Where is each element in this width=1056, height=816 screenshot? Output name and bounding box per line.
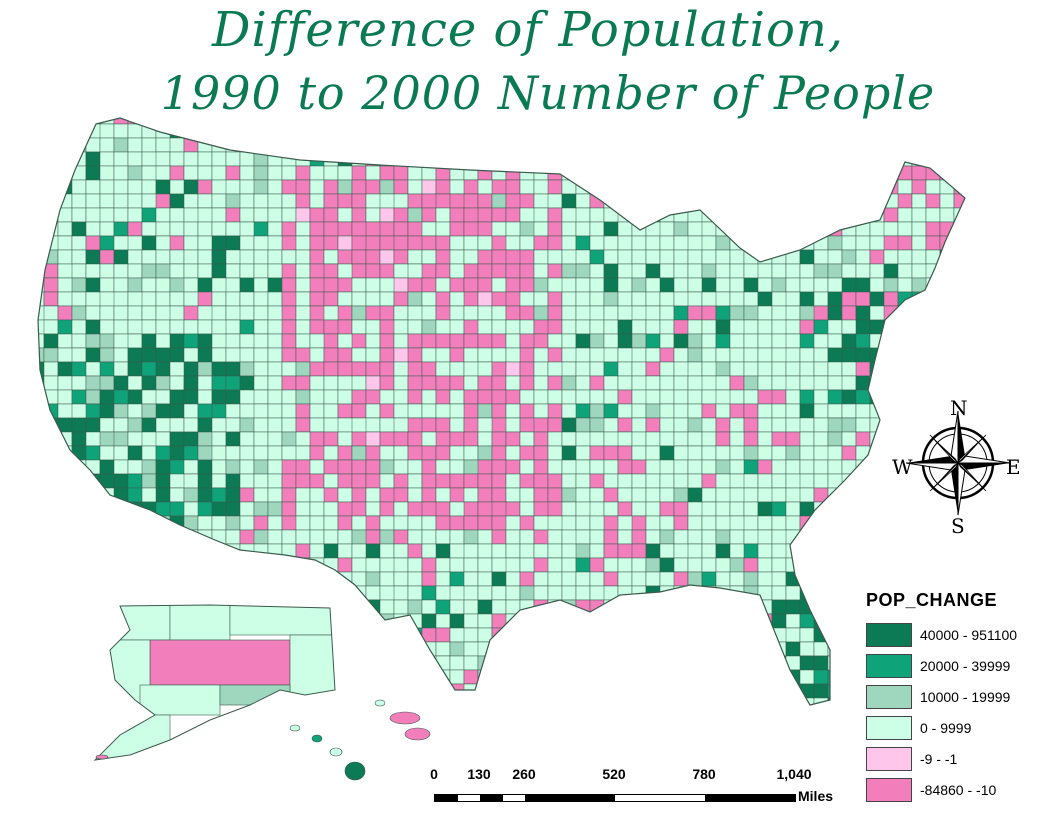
legend-label: -9 - -1 (920, 750, 958, 767)
scale-tick-label: 780 (692, 766, 716, 782)
compass-rose-icon (905, 410, 1011, 516)
map-title-line-2: 1990 to 2000 Number of People (160, 66, 936, 120)
alaska-outline (93, 604, 336, 761)
legend-label: 0 - 9999 (920, 719, 972, 736)
legend-item: -84860 - -10 (866, 776, 1017, 803)
legend-swatch (866, 715, 912, 740)
legend-swatch (866, 684, 912, 709)
legend-item: 0 - 9999 (866, 714, 1017, 741)
scale-bar-graphic (434, 794, 796, 802)
compass-north-label: N (950, 396, 968, 420)
legend-swatch (866, 746, 912, 771)
legend-label: -84860 - -10 (920, 781, 997, 798)
compass-south-label: S (951, 514, 965, 538)
legend: POP_CHANGE 40000 - 951100 20000 - 39999 … (866, 590, 1017, 807)
legend-title: POP_CHANGE (866, 590, 998, 610)
scale-unit-label: Miles (798, 788, 834, 804)
scale-tick-label: 0 (430, 766, 438, 782)
map-title-line-1: Difference of Population, (211, 2, 845, 58)
legend-label: 10000 - 19999 (920, 688, 1011, 705)
scale-tick-label: 520 (602, 766, 626, 782)
legend-item: 40000 - 951100 (866, 621, 1017, 648)
hawaii-counties (95, 699, 431, 781)
legend-swatch (866, 777, 912, 802)
scale-bar: 0 130 260 520 780 1,040 (420, 766, 811, 784)
legend-label: 40000 - 951100 (920, 626, 1018, 643)
legend-item: 10000 - 19999 (866, 683, 1017, 710)
alaska-boroughs (95, 605, 335, 760)
scale-tick-label: 1,040 (776, 766, 812, 782)
legend-label: 20000 - 39999 (920, 657, 1011, 674)
scale-tick-label: 130 (467, 766, 491, 782)
legend-item: 20000 - 39999 (866, 652, 1017, 679)
us-outline (37, 117, 966, 706)
scale-tick-label: 260 (512, 766, 536, 782)
legend-swatch (866, 622, 912, 647)
legend-item: -9 - -1 (866, 745, 1017, 772)
compass-east-label: E (1006, 455, 1021, 479)
compass-west-label: W (892, 455, 913, 479)
legend-swatch (866, 653, 912, 678)
